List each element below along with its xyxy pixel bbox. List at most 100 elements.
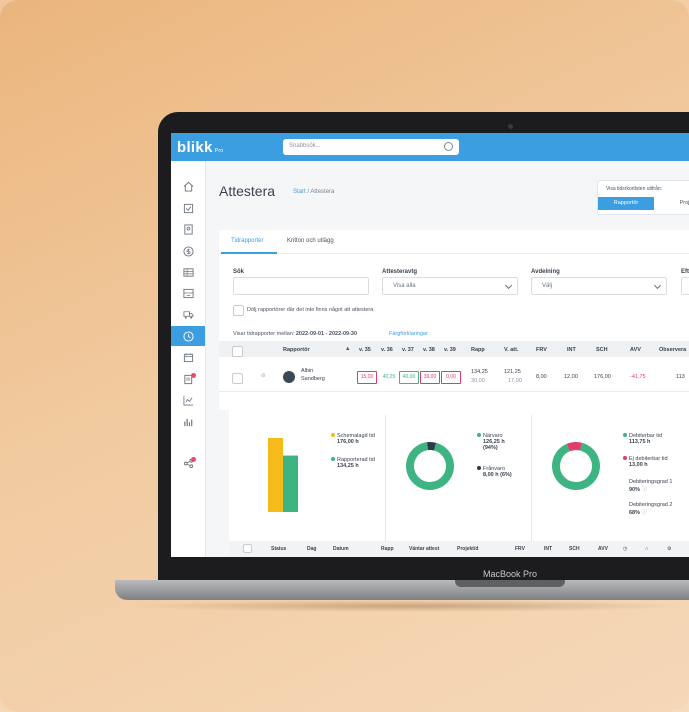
attest-select[interactable]: Visa alla [382, 277, 518, 295]
vatt-sub-value: 17,00 [508, 378, 522, 384]
laptop-notch [455, 580, 565, 587]
info-icon[interactable]: ⓘ [641, 510, 648, 516]
week-35-cell[interactable]: 15,00 [357, 371, 377, 384]
settings-column-icon[interactable]: ⚙ [667, 546, 672, 552]
th-datum: Datum [333, 546, 349, 552]
line-chart-icon[interactable] [182, 394, 194, 406]
home-icon[interactable] [182, 180, 194, 192]
week-36-cell[interactable]: 40,25 [379, 371, 399, 384]
rapportor-first[interactable]: Albin [301, 368, 314, 374]
laptop-base [115, 580, 689, 600]
calendar-icon[interactable] [182, 351, 194, 363]
avatar [283, 371, 295, 383]
slice-närvaro [406, 442, 454, 490]
tab-tidrapporter[interactable]: Tidrapporter [231, 238, 264, 244]
layout-icon[interactable] [182, 287, 194, 299]
app-screen: blikk Pro Snabbsök... Attestera Start / A… [171, 133, 689, 557]
checklist-icon[interactable] [182, 202, 194, 214]
rapportor-last[interactable]: Sandberg [301, 376, 325, 382]
rapp-sub-value: 30,00 [471, 378, 485, 384]
th-projekt: Projekt/d [457, 546, 479, 552]
search-input[interactable]: Snabbsök... [283, 139, 459, 155]
th-rapp: Rapp [471, 347, 485, 353]
th-observera: Observera [659, 347, 687, 353]
th-sch: SCH [596, 347, 608, 353]
th-dag: Dag [307, 546, 317, 552]
th-v39: v. 39 [444, 347, 456, 353]
view-toggle-label: Visa tidsrkortlsten utifrån: [606, 186, 663, 192]
th-v36: v. 36 [381, 347, 393, 353]
showing-text: Visar tidrapporter mellan: 2022-09-01 - … [233, 331, 358, 337]
bar-legend-2: Rapporterad tid 134,25 h [331, 457, 375, 469]
bar-chart-icon[interactable] [182, 415, 194, 427]
detail-select-all-checkbox[interactable] [243, 544, 252, 553]
row-checkbox[interactable] [232, 373, 243, 384]
toggle-projekt-button[interactable]: Proje [679, 200, 689, 206]
dollar-icon[interactable] [182, 245, 194, 257]
select-all-checkbox[interactable] [232, 346, 243, 357]
stats-divider-2 [531, 415, 532, 541]
th-status: Status [271, 546, 287, 552]
toggle-rapportor-button[interactable]: Rapportör [598, 197, 654, 210]
sok-input[interactable] [233, 277, 369, 295]
hide-checkbox[interactable] [233, 305, 244, 316]
search-icon[interactable] [444, 142, 453, 151]
link-icon[interactable]: ⊘ [261, 373, 266, 379]
vatt-value: 121,25 [504, 369, 521, 375]
document-icon[interactable] [182, 373, 194, 385]
notification-dot [191, 373, 196, 378]
laptop-label: MacBook Pro [483, 569, 538, 579]
sok-label: Sök [233, 269, 245, 275]
hide-checkbox-label: Dölj rapportörer där det inte finns någo… [247, 307, 374, 313]
laptop-bezel [158, 557, 689, 584]
tab-active-indicator [221, 252, 277, 254]
bar-schemalagd-tid [268, 438, 283, 512]
truck-icon[interactable] [182, 308, 194, 320]
breadcrumb: Start / Attestera [293, 189, 335, 195]
th-rapportor[interactable]: Rapportör [283, 347, 310, 353]
hours-bar-chart [268, 438, 298, 512]
color-legend-link[interactable]: Färgförklaringar [389, 331, 428, 337]
legend-dot-yellow [331, 433, 335, 437]
contacts-icon[interactable] [182, 223, 194, 235]
presence-legend-1: Närvaro 126,25 h (94%) [477, 433, 505, 451]
presence-legend-2: Frånvaro 8,00 h (6%) [477, 466, 512, 478]
info-icon[interactable]: ⓘ [641, 487, 648, 493]
chevron-down-icon [653, 281, 662, 290]
th-detail-avv: AVV [598, 546, 608, 552]
sidebar [171, 161, 206, 557]
extra-filter-input[interactable] [681, 277, 689, 295]
billing-donut-chart [552, 442, 600, 490]
week-37-cell[interactable]: 40,00 [399, 371, 419, 384]
tab-divider [219, 253, 689, 254]
th-v37: v. 37 [402, 347, 414, 353]
chevron-down-icon [504, 281, 513, 290]
table-header-row [219, 341, 689, 357]
th-detail-frv: FRV [515, 546, 525, 552]
int-value: 12,00 [564, 374, 578, 380]
share-icon[interactable] [182, 457, 194, 469]
tab-kvitton[interactable]: Kritton och utlägg [287, 238, 334, 244]
attest-label: Attesteravtg [382, 269, 418, 275]
headset-column-icon[interactable]: ∩ [645, 546, 649, 552]
week-38-cell[interactable]: 39,00 [420, 371, 440, 384]
avdelning-select[interactable]: Välj [531, 277, 667, 295]
logo[interactable]: blikk Pro [177, 139, 224, 156]
view-toggle: Visa tidsrkortlsten utifrån: Rapportör P… [597, 180, 689, 215]
notification-dot-2 [191, 457, 196, 462]
slice-frånvaro [427, 442, 436, 451]
th-v35: v. 35 [359, 347, 371, 353]
rapp-value: 134,25 [471, 369, 488, 375]
clock-icon[interactable] [182, 330, 194, 342]
stats-divider-1 [385, 415, 386, 541]
week-39-cell[interactable]: 0,00 [441, 371, 461, 384]
th-vantar-attest: Väntar attest [409, 546, 440, 552]
sort-up-icon[interactable]: ▲ [345, 346, 351, 352]
table-icon[interactable] [182, 266, 194, 278]
th-frv: FRV [536, 347, 547, 353]
clock-column-icon[interactable]: ◷ [623, 546, 628, 552]
th-vatt: V. att. [504, 347, 519, 353]
breadcrumb-home[interactable]: Start [293, 189, 306, 195]
laptop-shadow [130, 600, 689, 612]
top-bar: blikk Pro Snabbsök... [171, 133, 689, 161]
